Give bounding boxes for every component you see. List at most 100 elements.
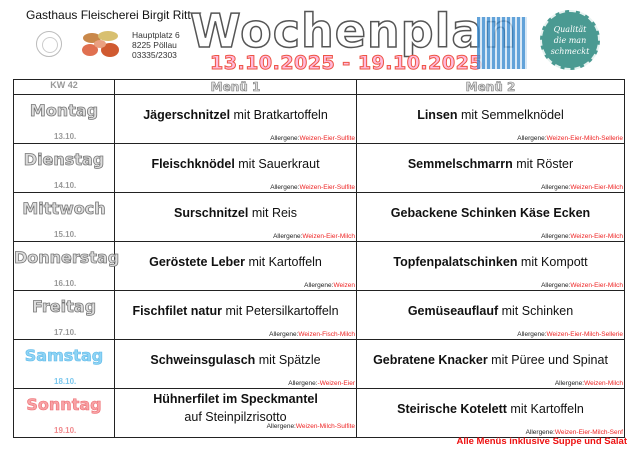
qr-code-icon[interactable] xyxy=(477,17,527,69)
date-range: 13.10.2025 - 19.10.2025 xyxy=(209,52,484,75)
menu2-cell: Steirische Kotelett mit Kartoffeln Aller… xyxy=(356,388,625,438)
allergens: Allergene:Weizen-Eier-Milch-Sellerie xyxy=(517,331,623,338)
table-row: Montag 13.10. Jägerschnitzel mit Bratkar… xyxy=(13,94,625,144)
allergen-label: Allergene: xyxy=(269,331,299,338)
allergen-label: Allergene: xyxy=(541,282,571,289)
dish-side: mit Schinken xyxy=(498,304,574,318)
allergen-label: Allergene: xyxy=(525,429,555,436)
day-cell: Samstag 18.10. xyxy=(13,339,115,389)
allergen-list: Weizen-Milch-Sulfite xyxy=(295,423,355,430)
dish-side: mit Sauerkraut xyxy=(234,157,320,171)
address-city: 8225 Pöllau xyxy=(132,40,177,50)
menu1-cell: Fleischknödel mit Sauerkraut Allergene:W… xyxy=(114,143,357,193)
allergens: Allergene:Weizen-Eier-Sulfite xyxy=(270,135,355,142)
dish-side: mit Semmelknödel xyxy=(457,108,564,122)
allergen-label: Allergene: xyxy=(517,331,547,338)
menu2-header: Menü 2 xyxy=(356,79,625,95)
plate-cutlery-logo xyxy=(36,31,62,57)
day-date: 13.10. xyxy=(54,132,77,141)
day-name: Sonntag xyxy=(26,395,102,415)
allergen-label: Allergene: xyxy=(288,380,318,387)
allergen-list: Weizen-Eier-Milch xyxy=(302,233,355,240)
allergen-label: Allergene: xyxy=(517,135,547,142)
allergen-label: Allergene: xyxy=(541,233,571,240)
day-date: 18.10. xyxy=(54,377,77,386)
allergen-list: Weizen-Milch xyxy=(584,380,623,387)
allergens: Allergene:Weizen-Fisch-Milch xyxy=(269,331,355,338)
day-date: 15.10. xyxy=(54,230,77,239)
table-row: Sonntag 19.10. Hühnerfilet im Speckmante… xyxy=(13,388,625,438)
allergens: Allergene:Weizen-Milch xyxy=(555,380,623,387)
menu2-cell: Gebackene Schinken Käse Ecken Allergene:… xyxy=(356,192,625,242)
business-name: Gasthaus Fleischerei Birgit Ritter xyxy=(26,8,202,22)
seal-line: schmeckt xyxy=(550,46,590,56)
table-row: Donnerstag 16.10. Geröstete Leber mit Ka… xyxy=(13,241,625,291)
day-cell: Freitag 17.10. xyxy=(13,290,115,340)
footer-note: Alle Menüs inklusive Suppe und Salat xyxy=(456,436,627,447)
dish-main: Geröstete Leber xyxy=(149,255,245,269)
day-name: Dienstag xyxy=(23,150,105,170)
meat-products-logo xyxy=(82,31,119,57)
day-date: 14.10. xyxy=(54,181,77,190)
allergen-label: Allergene: xyxy=(266,423,296,430)
dish-main: Gemüseauflauf xyxy=(407,304,499,318)
allergen-list: Weizen-Eier-Milch-Senf xyxy=(554,429,623,436)
seal-line: die man xyxy=(553,35,587,45)
dish-main: Gebackene Schinken Käse Ecken xyxy=(390,206,591,220)
menu-table: KW 42 Menü 1 Menü 2 Montag 13.10. Jägers… xyxy=(13,79,625,438)
day-cell: Mittwoch 15.10. xyxy=(13,192,115,242)
dish-main: Linsen xyxy=(417,108,458,122)
allergens: Allergene:Weizen xyxy=(304,282,355,289)
allergen-label: Allergene: xyxy=(270,184,300,191)
allergen-list: Weizen-Eier-Milch xyxy=(570,184,623,191)
dish-main: Semmelschmarrn xyxy=(407,157,513,171)
day-date: 19.10. xyxy=(54,426,77,435)
table-row: Mittwoch 15.10. Surschnitzel mit Reis Al… xyxy=(13,192,625,242)
menu2-cell: Gemüseauflauf mit Schinken Allergene:Wei… xyxy=(356,290,625,340)
seal-line: Qualität xyxy=(553,24,587,34)
day-name: Samstag xyxy=(24,346,104,366)
day-name: Montag xyxy=(29,101,99,121)
menu2-cell: Linsen mit Semmelknödel Allergene:Weizen… xyxy=(356,94,625,144)
allergen-list: Weizen-Eier-Sulfite xyxy=(299,135,355,142)
menu1-cell: Surschnitzel mit Reis Allergene:Weizen-E… xyxy=(114,192,357,242)
allergen-list: Weizen-Fisch-Milch xyxy=(298,331,355,338)
allergen-label: Allergene: xyxy=(270,135,300,142)
dish-side: mit Kartoffeln xyxy=(244,255,322,269)
day-date: 16.10. xyxy=(54,279,77,288)
allergen-list: Weizen-Eier-Milch xyxy=(570,233,623,240)
allergen-list: Weizen-Eier-Milch-Sellerie xyxy=(546,135,623,142)
menu2-cell: Gebratene Knacker mit Püree und Spinat A… xyxy=(356,339,625,389)
allergens: Allergene:Weizen-Eier-Sulfite xyxy=(270,184,355,191)
menu1-cell: Jägerschnitzel mit Bratkartoffeln Allerg… xyxy=(114,94,357,144)
dish-side: auf Steinpilzrisotto xyxy=(184,410,287,424)
menu1-cell: Hühnerfilet im Speckmantel auf Steinpilzr… xyxy=(114,388,357,438)
page-title: Wochenplan xyxy=(189,3,518,59)
dish-main: Surschnitzel xyxy=(174,206,249,220)
day-date: 17.10. xyxy=(54,328,77,337)
menu1-cell: Schweinsgulasch mit Spätzle Allergene:-W… xyxy=(114,339,357,389)
allergen-list: -Weizen-Eier xyxy=(317,380,355,387)
allergen-label: Allergene: xyxy=(554,380,585,387)
dish-main: Fleischknödel xyxy=(151,157,235,171)
day-cell: Donnerstag 16.10. xyxy=(13,241,120,291)
address: Hauptplatz 6 8225 Pöllau 03335/2303 xyxy=(132,30,180,60)
dish-side: mit Kompott xyxy=(517,255,588,269)
menu1-cell: Fischfilet natur mit Petersilkartoffeln … xyxy=(114,290,357,340)
allergen-label: Allergene: xyxy=(304,282,334,289)
quality-seal-icon: Qualität die man schmeckt xyxy=(540,10,600,70)
dish-side: mit Püree und Spinat xyxy=(487,353,608,367)
dish-main: Hühnerfilet im Speckmantel xyxy=(153,392,318,406)
menu1-header: Menü 1 xyxy=(114,79,357,95)
allergens: Allergene:Weizen-Eier-Milch xyxy=(273,233,355,240)
allergen-list: Weizen xyxy=(333,282,355,289)
table-row: Freitag 17.10. Fischfilet natur mit Pete… xyxy=(13,290,625,340)
day-cell: Sonntag 19.10. xyxy=(13,388,115,438)
allergen-label: Allergene: xyxy=(541,184,571,191)
allergens: Allergene:Weizen-Eier-Milch xyxy=(541,184,623,191)
allergen-label: Allergene: xyxy=(273,233,303,240)
allergens: Allergene:Weizen-Milch-Sulfite xyxy=(267,418,355,436)
menu2-cell: Topfenpalatschinken mit Kompott Allergen… xyxy=(356,241,625,291)
dish-side: mit Petersilkartoffeln xyxy=(222,304,339,318)
allergens: Allergene:Weizen-Eier-Milch xyxy=(541,233,623,240)
